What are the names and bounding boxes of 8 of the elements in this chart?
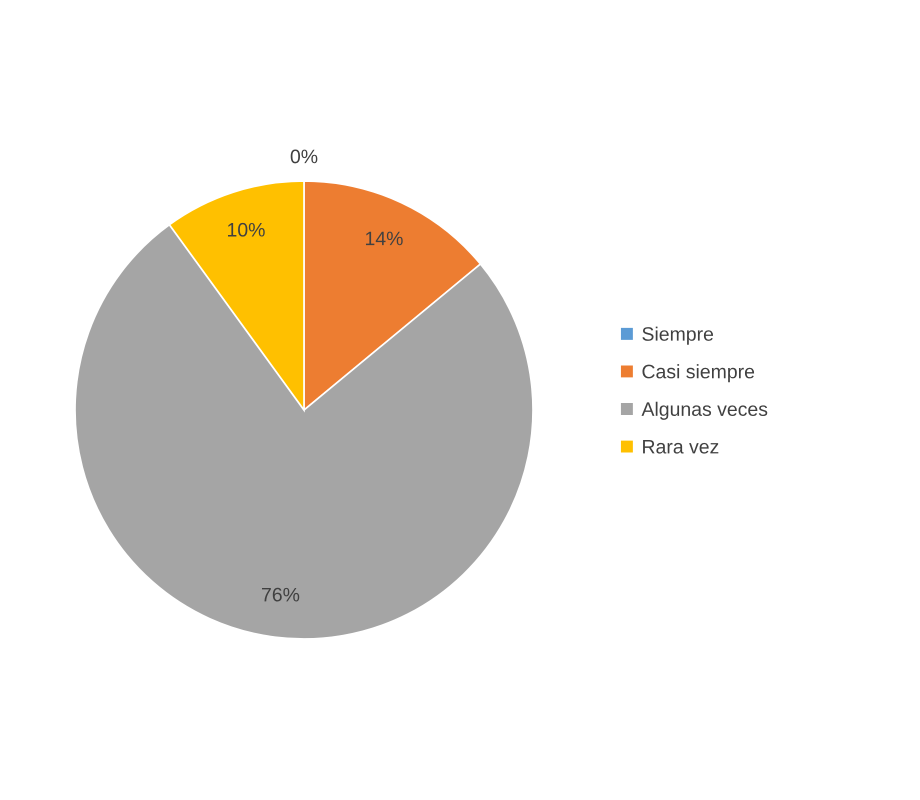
- data-label: 76%: [262, 588, 300, 602]
- data-label: 14%: [366, 232, 403, 246]
- legend-label: Casi siempre: [642, 364, 754, 382]
- text: 0%: [290, 150, 318, 164]
- legend-label: Rara vez: [643, 440, 718, 454]
- legend-label: Siempre: [642, 326, 714, 345]
- data-label: 10%: [228, 222, 265, 237]
- legend-label: Algunas veces: [642, 402, 768, 420]
